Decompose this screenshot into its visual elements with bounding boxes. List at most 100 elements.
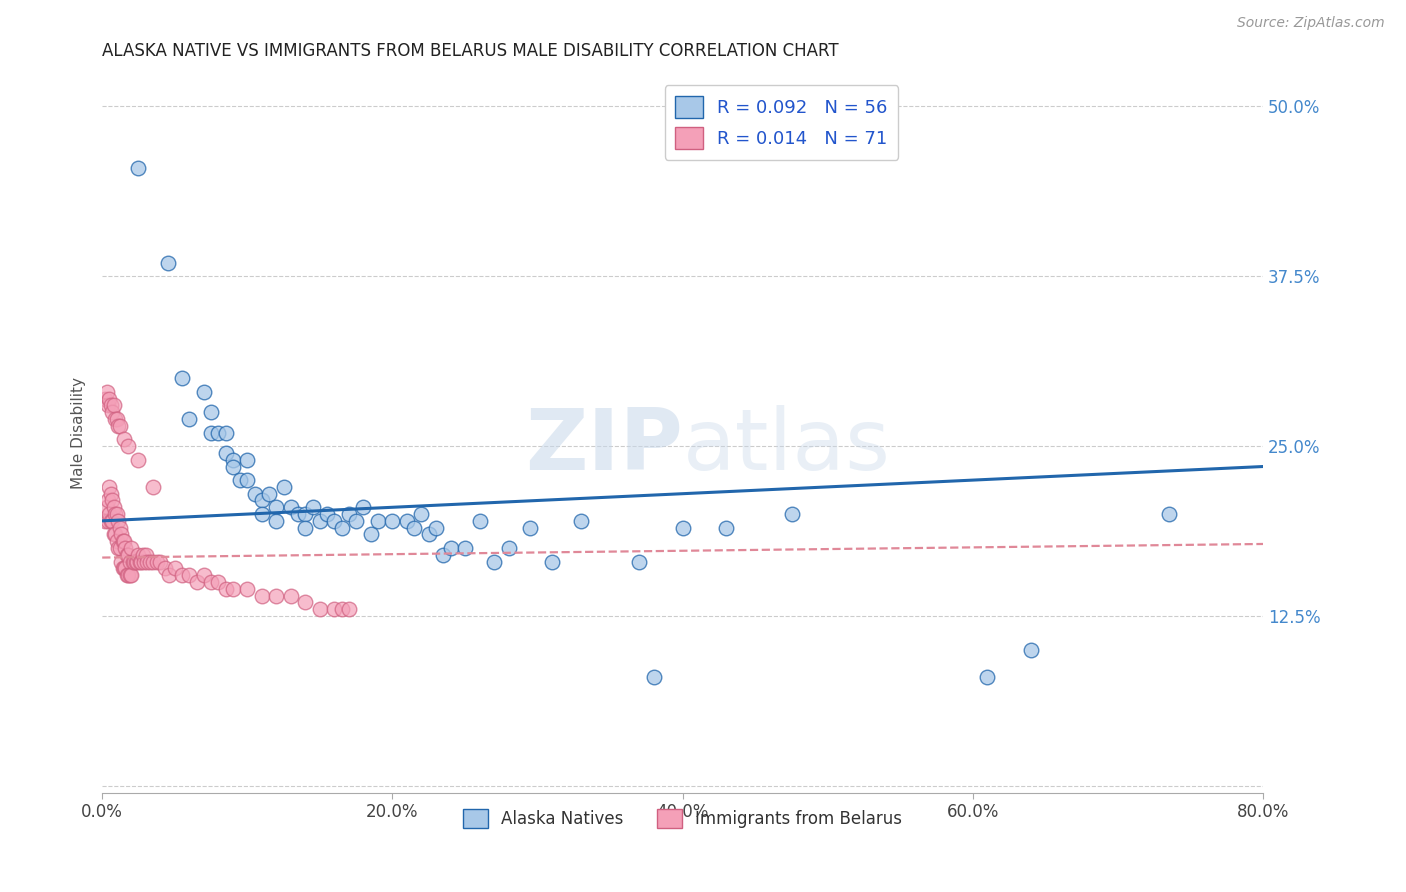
Point [142, 480, 165, 494]
Point [193, 568, 215, 582]
Point [97, 514, 120, 528]
Point [98, 392, 121, 406]
Point [128, 548, 150, 562]
Point [100, 398, 122, 412]
Point [236, 582, 259, 596]
Point [186, 574, 208, 589]
Y-axis label: Male Disability: Male Disability [72, 376, 86, 489]
Text: ZIP: ZIP [524, 406, 683, 489]
Point [121, 555, 143, 569]
Point [96, 500, 118, 515]
Point [294, 595, 316, 609]
Point [101, 493, 124, 508]
Point [541, 555, 564, 569]
Point [222, 582, 245, 596]
Point [107, 541, 129, 555]
Point [129, 555, 152, 569]
Point [454, 541, 477, 555]
Point [294, 521, 316, 535]
Point [628, 555, 651, 569]
Point [117, 439, 139, 453]
Point [1019, 643, 1042, 657]
Point [367, 514, 389, 528]
Point [170, 568, 193, 582]
Point [105, 412, 128, 426]
Point [214, 425, 236, 440]
Point [200, 405, 222, 419]
Point [243, 486, 266, 500]
Point [200, 574, 222, 589]
Point [115, 548, 138, 562]
Point [136, 555, 159, 569]
Point [222, 459, 245, 474]
Point [101, 514, 124, 528]
Point [153, 561, 176, 575]
Point [672, 521, 695, 535]
Point [569, 514, 592, 528]
Point [395, 514, 418, 528]
Point [432, 548, 454, 562]
Point [108, 541, 131, 555]
Point [207, 425, 229, 440]
Point [323, 602, 346, 616]
Point [111, 561, 134, 575]
Point [98, 480, 121, 494]
Point [498, 541, 520, 555]
Point [107, 418, 129, 433]
Point [337, 602, 360, 616]
Point [214, 582, 236, 596]
Point [250, 493, 273, 508]
Point [117, 548, 139, 562]
Point [330, 521, 353, 535]
Point [125, 555, 148, 569]
Point [250, 589, 273, 603]
Point [179, 412, 201, 426]
Point [132, 548, 155, 562]
Point [110, 527, 132, 541]
Point [330, 602, 353, 616]
Point [468, 514, 491, 528]
Point [156, 255, 179, 269]
Point [193, 384, 215, 399]
Point [287, 507, 309, 521]
Point [257, 486, 280, 500]
Point [179, 568, 201, 582]
Point [118, 568, 141, 582]
Point [229, 473, 252, 487]
Point [104, 527, 127, 541]
Point [120, 568, 142, 582]
Point [273, 480, 295, 494]
Point [404, 521, 426, 535]
Point [411, 507, 433, 521]
Point [94, 514, 117, 528]
Point [222, 452, 245, 467]
Point [105, 534, 128, 549]
Point [301, 500, 323, 515]
Point [97, 398, 120, 412]
Point [360, 527, 382, 541]
Point [96, 384, 118, 399]
Point [128, 452, 150, 467]
Point [105, 507, 128, 521]
Point [128, 161, 150, 175]
Point [418, 527, 440, 541]
Point [425, 521, 447, 535]
Point [146, 555, 169, 569]
Point [100, 486, 122, 500]
Text: atlas: atlas [683, 406, 891, 489]
Point [115, 568, 138, 582]
Point [309, 514, 332, 528]
Point [280, 589, 302, 603]
Text: ALASKA NATIVE VS IMMIGRANTS FROM BELARUS MALE DISABILITY CORRELATION CHART: ALASKA NATIVE VS IMMIGRANTS FROM BELARUS… [103, 42, 839, 60]
Point [266, 514, 288, 528]
Point [112, 433, 135, 447]
Point [114, 541, 136, 555]
Point [214, 446, 236, 460]
Point [104, 412, 127, 426]
Point [103, 527, 125, 541]
Point [97, 493, 120, 508]
Point [104, 507, 127, 521]
Point [266, 589, 288, 603]
Point [103, 398, 125, 412]
Point [780, 507, 803, 521]
